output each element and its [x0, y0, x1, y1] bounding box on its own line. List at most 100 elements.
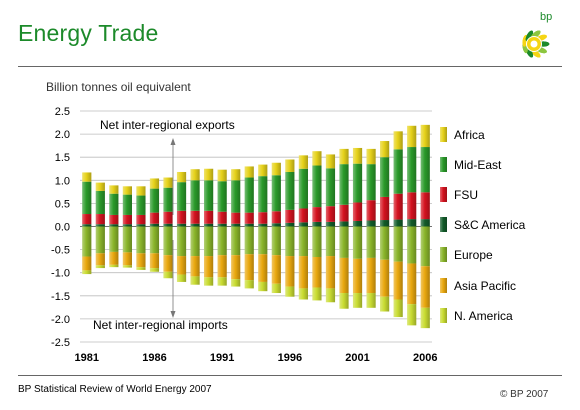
- x-tick-label: 2001: [345, 352, 369, 364]
- chart-legend: Africa Mid-East FSU S&C America Europe Asia P…: [440, 127, 526, 323]
- bar-sandc-america-1987: [163, 223, 173, 227]
- bar-europe-1990: [204, 226, 214, 257]
- bar-asia-pacific-2005: [407, 263, 417, 305]
- bar-africa-2002: [366, 148, 376, 165]
- logo-petal: [525, 30, 534, 42]
- bar-africa-1985: [136, 186, 146, 196]
- bar-europe-1998: [312, 226, 322, 257]
- bar-mid-east-1996: [285, 171, 295, 210]
- bar-fsu-1994: [258, 212, 268, 224]
- bar-mid-east-1983: [109, 193, 119, 215]
- bar-europe-1997: [298, 226, 308, 257]
- bar-mid-east-1987: [163, 187, 173, 212]
- bar-n-america-1984: [122, 265, 132, 268]
- bar-fsu-1997: [298, 208, 308, 223]
- legend-swatch-sandc-america: [440, 217, 447, 232]
- bar-mid-east-2004: [393, 149, 403, 194]
- bar-africa-1989: [190, 169, 200, 181]
- legend-swatch-africa: [440, 127, 447, 142]
- bar-asia-pacific-1991: [217, 255, 227, 278]
- bar-fsu-1999: [325, 206, 336, 222]
- bar-europe-1993: [244, 226, 254, 255]
- bar-sandc-america-2005: [407, 219, 417, 227]
- bar-sandc-america-1981: [82, 224, 92, 227]
- y-tick-label: -1.0: [51, 268, 70, 280]
- bar-n-america-1991: [217, 277, 227, 286]
- bar-asia-pacific-1999: [325, 256, 336, 289]
- x-tick-label: 2006: [413, 352, 437, 364]
- bar-n-america-1992: [231, 279, 241, 287]
- legend-label-asia-pacific: Asia Pacific: [454, 279, 516, 293]
- bar-mid-east-1991: [217, 181, 227, 212]
- exports-arrowhead: [170, 138, 176, 145]
- bar-europe-1986: [149, 226, 160, 254]
- legend-label-africa: Africa: [454, 128, 485, 142]
- bar-europe-1995: [271, 226, 281, 256]
- bar-africa-1990: [204, 168, 214, 181]
- bar-asia-pacific-2002: [366, 257, 376, 294]
- bar-mid-east-1986: [149, 188, 160, 213]
- bar-africa-1984: [122, 186, 132, 195]
- bar-africa-1982: [95, 182, 105, 191]
- bar-fsu-1995: [271, 211, 281, 224]
- bar-sandc-america-1982: [95, 224, 105, 227]
- bar-n-america-1995: [271, 283, 281, 294]
- bar-africa-2004: [393, 131, 403, 150]
- bar-n-america-1982: [95, 265, 105, 269]
- bar-mid-east-1985: [136, 195, 146, 215]
- bar-fsu-2003: [380, 196, 390, 221]
- bar-n-america-2004: [393, 299, 403, 318]
- bar-asia-pacific-1984: [122, 252, 132, 266]
- bar-europe-2001: [352, 226, 363, 259]
- bar-sandc-america-1993: [244, 223, 254, 227]
- bar-africa-1998: [312, 151, 322, 166]
- x-axis: 1981 1986 1991 1996 2001 2006: [75, 352, 438, 364]
- bar-sandc-america-1999: [325, 221, 336, 227]
- bar-mid-east-2002: [366, 164, 376, 201]
- bar-sandc-america-1998: [312, 221, 322, 227]
- bar-africa-2006: [420, 124, 430, 148]
- legend-label-europe: Europe: [454, 248, 493, 262]
- bar-fsu-2005: [407, 192, 417, 220]
- y-tick-label: 1.5: [55, 152, 70, 164]
- bar-fsu-1984: [122, 214, 132, 225]
- legend-label-mid-east: Mid-East: [454, 158, 502, 172]
- bar-n-america-1983: [109, 264, 119, 268]
- bar-n-america-1981: [82, 270, 92, 275]
- bar-mid-east-1994: [258, 176, 268, 213]
- bar-sandc-america-1988: [176, 223, 187, 227]
- bar-fsu-1990: [204, 210, 214, 224]
- y-tick-label: 2.5: [55, 106, 70, 118]
- chart-grid: [80, 110, 432, 343]
- bar-asia-pacific-1986: [149, 253, 160, 269]
- header-divider: [18, 66, 562, 67]
- page-title: Energy Trade: [18, 20, 159, 46]
- bar-fsu-1993: [244, 212, 254, 224]
- bar-europe-1992: [231, 226, 241, 256]
- bar-sandc-america-1985: [136, 224, 146, 227]
- bar-africa-1988: [176, 171, 187, 183]
- bar-africa-1987: [163, 177, 173, 188]
- bar-fsu-1986: [149, 212, 160, 224]
- bar-n-america-1987: [163, 271, 173, 279]
- bar-fsu-2004: [393, 193, 403, 220]
- bar-n-america-2002: [366, 293, 376, 308]
- chart-bars: [82, 124, 430, 329]
- bar-n-america-1985: [136, 267, 146, 270]
- bar-mid-east-2003: [380, 157, 390, 197]
- y-tick-label: 0.0: [55, 222, 70, 234]
- footer-divider: [18, 375, 562, 376]
- bar-africa-1983: [109, 185, 119, 194]
- bar-sandc-america-1991: [217, 223, 227, 227]
- bar-europe-2004: [393, 226, 403, 262]
- legend-swatch-n-america: [440, 308, 447, 323]
- legend-label-sandc-america: S&C America: [454, 218, 526, 232]
- bar-africa-2001: [352, 147, 363, 164]
- bar-europe-2003: [380, 226, 390, 260]
- bar-n-america-1986: [149, 268, 160, 272]
- bar-mid-east-1992: [231, 180, 241, 213]
- logo-text: bp: [540, 11, 552, 23]
- bar-mid-east-2005: [407, 147, 417, 193]
- legend-label-n-america: N. America: [454, 309, 513, 323]
